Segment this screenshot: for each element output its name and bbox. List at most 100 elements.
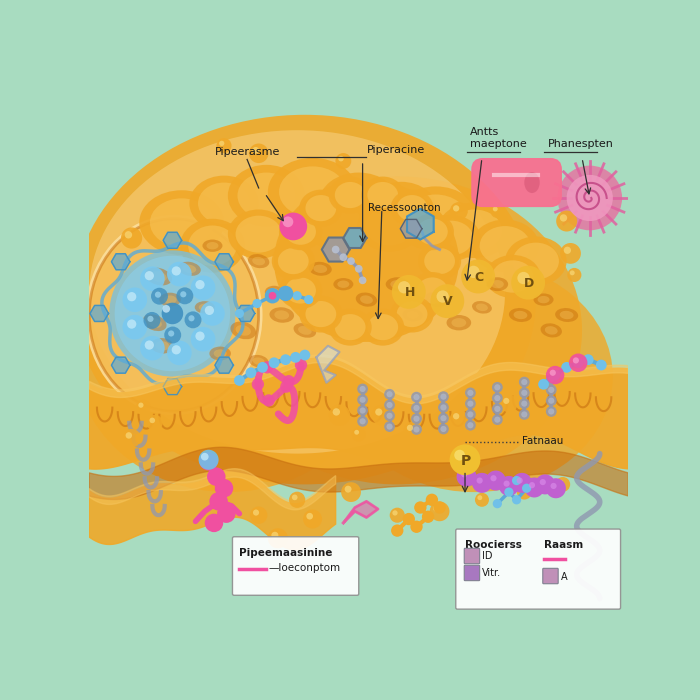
Ellipse shape	[228, 165, 305, 227]
Circle shape	[127, 319, 136, 329]
Circle shape	[269, 292, 276, 300]
Circle shape	[392, 510, 398, 516]
Ellipse shape	[285, 218, 316, 245]
Circle shape	[219, 141, 225, 146]
Circle shape	[278, 286, 293, 301]
Circle shape	[139, 402, 143, 408]
Ellipse shape	[361, 309, 405, 346]
Circle shape	[279, 213, 307, 240]
Circle shape	[465, 409, 476, 420]
Circle shape	[292, 494, 298, 500]
Ellipse shape	[74, 215, 382, 492]
Circle shape	[517, 272, 530, 284]
Ellipse shape	[230, 321, 256, 340]
Circle shape	[268, 528, 288, 548]
Circle shape	[261, 361, 273, 374]
Ellipse shape	[305, 301, 336, 327]
Ellipse shape	[472, 301, 492, 314]
Ellipse shape	[74, 115, 536, 484]
Ellipse shape	[310, 202, 361, 243]
Ellipse shape	[361, 176, 405, 214]
Circle shape	[335, 153, 351, 169]
Ellipse shape	[417, 218, 448, 245]
Circle shape	[357, 394, 368, 405]
Circle shape	[519, 388, 530, 398]
Circle shape	[517, 477, 523, 484]
Circle shape	[252, 147, 259, 154]
Circle shape	[461, 471, 468, 477]
Ellipse shape	[524, 172, 540, 193]
Circle shape	[550, 370, 556, 376]
Text: V: V	[443, 295, 453, 309]
Circle shape	[440, 405, 447, 410]
Circle shape	[386, 391, 393, 398]
Circle shape	[265, 288, 280, 304]
Circle shape	[384, 410, 395, 421]
Circle shape	[145, 271, 154, 280]
Circle shape	[468, 390, 473, 396]
Circle shape	[386, 413, 393, 419]
Ellipse shape	[155, 341, 169, 351]
Circle shape	[414, 416, 419, 422]
Ellipse shape	[356, 293, 377, 307]
Ellipse shape	[391, 190, 433, 227]
Polygon shape	[90, 305, 108, 321]
Text: ID: ID	[482, 551, 493, 561]
Circle shape	[357, 384, 368, 394]
Text: Vitr.: Vitr.	[482, 568, 501, 578]
Circle shape	[125, 432, 132, 439]
Circle shape	[461, 260, 495, 293]
Circle shape	[558, 480, 564, 485]
Ellipse shape	[300, 190, 342, 227]
Ellipse shape	[329, 180, 389, 227]
Circle shape	[147, 415, 162, 430]
Circle shape	[494, 395, 500, 401]
Circle shape	[546, 395, 556, 406]
Circle shape	[519, 487, 525, 493]
Circle shape	[438, 413, 449, 424]
Circle shape	[307, 513, 313, 519]
Circle shape	[499, 476, 519, 496]
Circle shape	[234, 375, 245, 386]
Ellipse shape	[422, 215, 480, 261]
Ellipse shape	[195, 301, 215, 314]
Ellipse shape	[302, 196, 370, 250]
Circle shape	[410, 521, 423, 533]
Circle shape	[449, 444, 480, 475]
Circle shape	[209, 492, 228, 510]
Ellipse shape	[509, 308, 532, 322]
Circle shape	[414, 405, 419, 411]
Ellipse shape	[164, 295, 176, 304]
Circle shape	[407, 425, 413, 431]
Circle shape	[561, 362, 572, 372]
Circle shape	[456, 467, 477, 486]
Ellipse shape	[368, 314, 398, 340]
Circle shape	[500, 395, 518, 412]
Circle shape	[304, 295, 314, 304]
Circle shape	[430, 284, 464, 318]
Ellipse shape	[429, 295, 442, 304]
Circle shape	[140, 267, 164, 291]
Circle shape	[548, 387, 554, 393]
Circle shape	[492, 382, 503, 393]
Circle shape	[329, 405, 350, 426]
Circle shape	[560, 243, 581, 264]
Ellipse shape	[391, 295, 433, 332]
Ellipse shape	[404, 195, 468, 243]
Circle shape	[453, 205, 459, 211]
Ellipse shape	[151, 338, 174, 354]
Ellipse shape	[335, 314, 365, 340]
Circle shape	[535, 475, 555, 494]
Circle shape	[438, 391, 449, 402]
Ellipse shape	[309, 262, 332, 276]
Circle shape	[355, 265, 363, 273]
Circle shape	[519, 409, 530, 420]
Circle shape	[440, 415, 447, 421]
Circle shape	[491, 204, 504, 218]
Circle shape	[567, 268, 582, 282]
Circle shape	[468, 412, 473, 417]
Text: H: H	[405, 286, 415, 299]
Circle shape	[519, 398, 530, 409]
Ellipse shape	[514, 311, 527, 319]
Circle shape	[522, 412, 527, 417]
